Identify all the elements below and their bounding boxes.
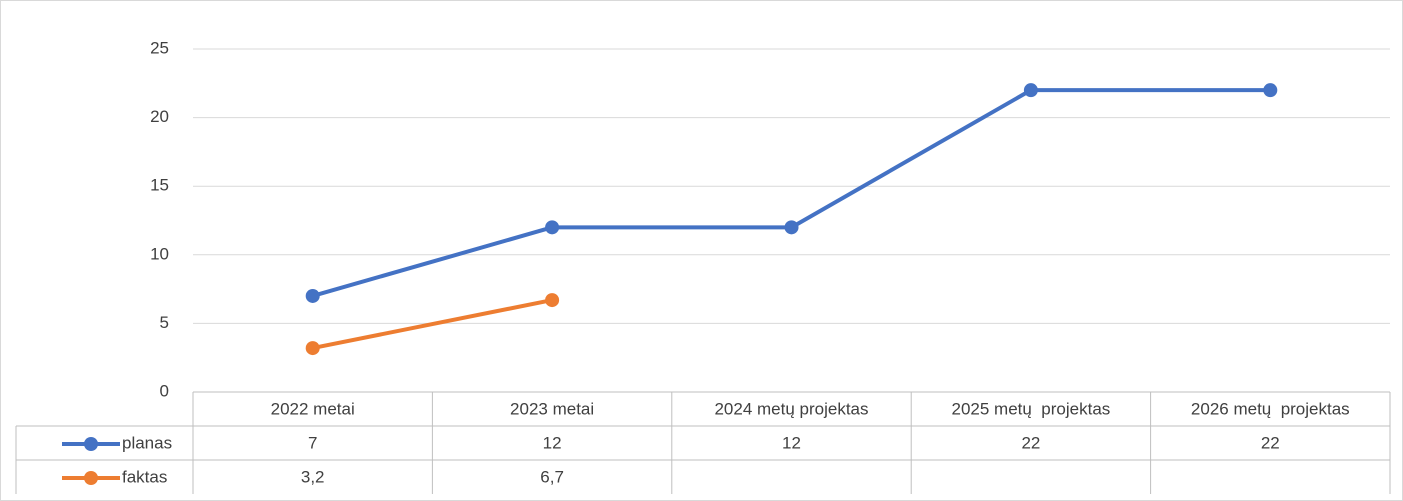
- point: [545, 293, 560, 308]
- point: [545, 220, 560, 235]
- y-tick-label: 20: [150, 107, 169, 126]
- table-value: 6,7: [540, 467, 564, 486]
- legend-label: planas: [122, 433, 172, 452]
- legend-marker: [84, 471, 98, 485]
- point: [1263, 83, 1278, 98]
- table-value: 12: [543, 433, 562, 452]
- legend-label: faktas: [122, 467, 167, 486]
- y-tick-label: 15: [150, 176, 169, 195]
- point: [1023, 83, 1038, 98]
- table-value: 22: [1021, 433, 1040, 452]
- x-tick-label: 2022 metai: [271, 399, 355, 418]
- table-value: 12: [782, 433, 801, 452]
- series-line: [312, 298, 553, 351]
- y-tick-label: 0: [160, 381, 169, 400]
- y-tick-label: 25: [150, 38, 169, 57]
- table-value: 22: [1261, 433, 1280, 452]
- x-tick-label: 2024 metų projektas: [714, 399, 868, 418]
- point: [784, 220, 799, 235]
- y-tick-label: 5: [160, 313, 169, 332]
- table-value: 3,2: [301, 467, 325, 486]
- x-tick-label: 2026 metų projektas: [1191, 399, 1350, 418]
- point: [305, 341, 320, 356]
- point: [305, 288, 320, 303]
- table-value: 7: [308, 433, 317, 452]
- x-tick-label: 2023 metai: [510, 399, 594, 418]
- y-tick-label: 10: [150, 244, 169, 263]
- x-tick-label: 2025 metų projektas: [952, 399, 1111, 418]
- legend-marker: [84, 437, 98, 451]
